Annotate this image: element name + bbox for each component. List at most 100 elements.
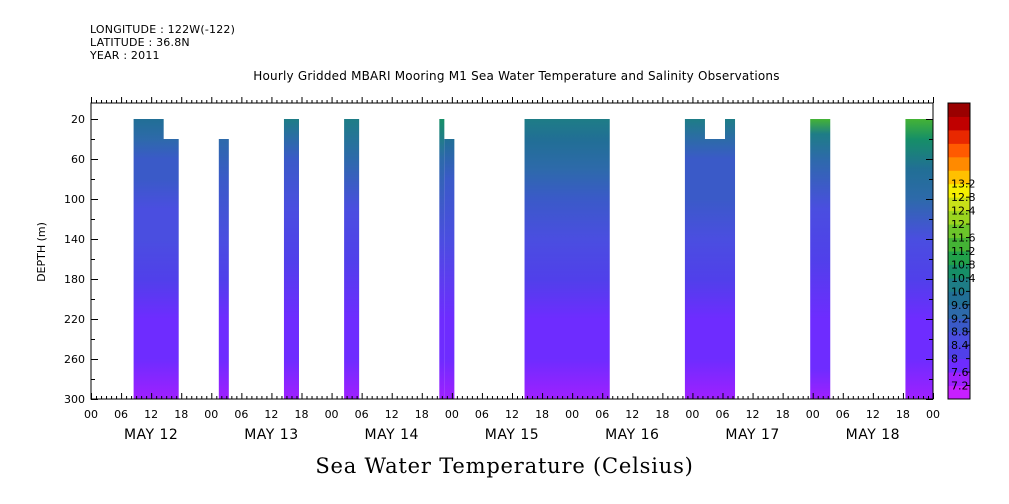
x-tick-label: 00 xyxy=(204,408,218,421)
x-tick-label: 18 xyxy=(776,408,790,421)
colorbar-tick-label: 11.6 xyxy=(951,232,976,245)
colorbar-swatch xyxy=(948,116,970,131)
colorbar-legend: 7.27.688.48.89.29.61010.410.811.211.6121… xyxy=(947,102,976,400)
x-tick-label: 06 xyxy=(716,408,730,421)
data-segment xyxy=(684,119,736,399)
plot-title: Hourly Gridded MBARI Mooring M1 Sea Wate… xyxy=(253,69,780,83)
year-label: YEAR : 2011 xyxy=(90,49,160,62)
colorbar-swatch xyxy=(948,237,970,252)
day-label: MAY 15 xyxy=(485,427,539,443)
colorbar-swatch xyxy=(948,331,970,346)
x-tick-label: 06 xyxy=(836,408,850,421)
plot-area xyxy=(133,119,933,399)
axes: 00 06 12 18 00 06 12 18 00 06 12 18 00 06 12 18 00 06 12 18… xyxy=(64,97,940,443)
y-axis-label: DEPTH (m) xyxy=(35,222,48,282)
colorbar-tick-label: 8.4 xyxy=(951,339,969,352)
x-tick-label: 00 xyxy=(685,408,699,421)
y-tick-label: 220 xyxy=(64,313,85,326)
day-label: MAY 13 xyxy=(244,427,298,443)
x-tick-label: 18 xyxy=(896,408,910,421)
colorbar-tick-label: 10.8 xyxy=(951,258,976,271)
colorbar-swatch xyxy=(948,197,970,212)
colorbar-swatch xyxy=(948,129,970,144)
x-tick-label: 00 xyxy=(325,408,339,421)
colorbar-tick-label: 9.2 xyxy=(951,312,969,325)
colorbar-tick-label: 9.6 xyxy=(951,299,969,312)
x-tick-label: 06 xyxy=(114,408,128,421)
colorbar-tick-label: 12.4 xyxy=(951,205,976,218)
x-tick-label: 00 xyxy=(806,408,820,421)
x-tick-label: 06 xyxy=(475,408,489,421)
colorbar-title: Sea Water Temperature (Celsius) xyxy=(315,454,694,478)
data-segment xyxy=(344,119,360,399)
colorbar-swatch xyxy=(948,318,970,333)
day-label: MAY 17 xyxy=(725,427,779,443)
colorbar-swatch xyxy=(948,251,970,265)
longitude-label: LONGITUDE : 122W(-122) xyxy=(90,23,236,36)
colorbar-swatch xyxy=(948,170,970,185)
colorbar-swatch xyxy=(948,304,970,319)
x-tick-label: 12 xyxy=(625,408,639,421)
x-tick-label: 12 xyxy=(264,408,278,421)
x-tick-label: 12 xyxy=(505,408,519,421)
colorbar-tick-label: 7.2 xyxy=(951,380,969,393)
data-segment xyxy=(439,119,445,399)
colorbar-swatch xyxy=(948,277,970,292)
colorbar-swatch xyxy=(948,264,970,279)
x-tick-label: 18 xyxy=(655,408,669,421)
y-tick-label: 180 xyxy=(64,273,85,286)
colorbar-swatch xyxy=(948,345,970,360)
colorbar-tick-label: 10.4 xyxy=(951,272,976,285)
x-tick-label: 12 xyxy=(866,408,880,421)
colorbar-swatch xyxy=(948,372,970,387)
y-tick-label: 20 xyxy=(71,113,85,126)
colorbar-swatch xyxy=(948,183,970,198)
data-segment xyxy=(218,139,229,399)
colorbar-tick-label: 13.2 xyxy=(951,178,976,191)
x-tick-label: 06 xyxy=(595,408,609,421)
x-tick-label: 00 xyxy=(84,408,98,421)
plot-frame xyxy=(90,102,934,400)
colorbar-tick-label: 8.8 xyxy=(951,326,969,339)
day-label: MAY 18 xyxy=(846,427,900,443)
data-segment xyxy=(905,119,933,399)
colorbar-swatch xyxy=(948,385,970,400)
colorbar-tick-label: 8 xyxy=(951,353,958,366)
y-tick-label: 300 xyxy=(64,393,85,406)
x-tick-label: 00 xyxy=(565,408,579,421)
x-tick-label: 12 xyxy=(746,408,760,421)
colorbar-swatch xyxy=(948,143,970,158)
x-tick-label: 18 xyxy=(415,408,429,421)
y-tick-label: 140 xyxy=(64,233,85,246)
y-tick-label: 60 xyxy=(71,153,85,166)
colorbar-tick-label: 12 xyxy=(951,218,965,231)
colorbar-swatch xyxy=(948,156,970,171)
colorbar-tick-label: 12.8 xyxy=(951,191,976,204)
x-tick-label: 18 xyxy=(535,408,549,421)
colorbar-swatch xyxy=(948,103,970,117)
x-tick-label: 06 xyxy=(234,408,248,421)
day-label: MAY 12 xyxy=(124,427,178,443)
data-segment xyxy=(283,119,299,399)
x-tick-label: 06 xyxy=(355,408,369,421)
colorbar-swatch xyxy=(948,358,970,373)
colorbar-swatch xyxy=(948,224,970,239)
data-segment xyxy=(133,119,179,399)
x-tick-label: 00 xyxy=(926,408,940,421)
day-label: MAY 16 xyxy=(605,427,659,443)
colorbar-swatch xyxy=(948,291,970,306)
colorbar-tick-label: 11.2 xyxy=(951,245,976,258)
data-segment xyxy=(810,119,831,399)
y-tick-label: 100 xyxy=(64,193,85,206)
x-tick-label: 18 xyxy=(295,408,309,421)
x-tick-label: 00 xyxy=(445,408,459,421)
latitude-label: LATITUDE : 36.8N xyxy=(90,36,190,49)
x-tick-label: 18 xyxy=(174,408,188,421)
x-tick-label: 12 xyxy=(144,408,158,421)
data-segment xyxy=(524,119,610,399)
data-segment xyxy=(444,139,455,399)
colorbar-tick-label: 10 xyxy=(951,285,965,298)
colorbar-tick-label: 7.6 xyxy=(951,366,969,379)
y-tick-label: 260 xyxy=(64,353,85,366)
